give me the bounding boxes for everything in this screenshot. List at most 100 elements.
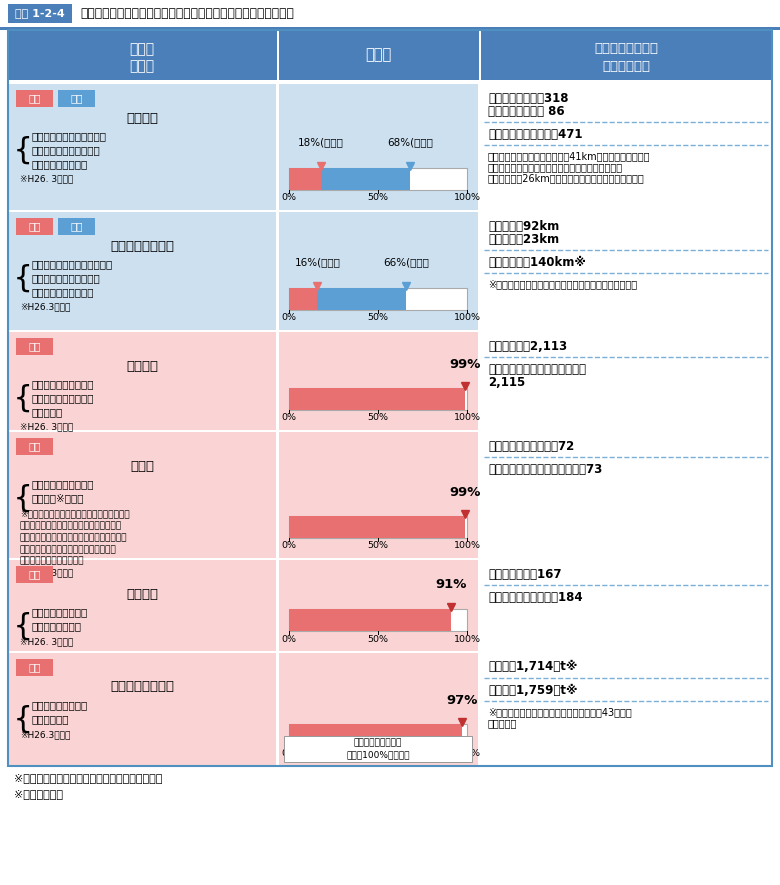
Bar (0, 27, 780, 29)
Bar (16, 566, 53, 582)
Text: 0%: 0% (282, 413, 296, 422)
Text: {: { (14, 612, 33, 641)
Text: ※青森県〜千葉県における延長（避難指示区域を含む）: ※青森県〜千葉県における延長（避難指示区域を含む） (488, 279, 637, 289)
Bar (8, 329, 772, 332)
Text: 着工: 着工 (70, 221, 83, 231)
Text: ※H26.3末時点: ※H26.3末時点 (20, 730, 70, 740)
Text: 海岸防災林の再生: 海岸防災林の再生 (110, 240, 174, 252)
Bar (480, 650, 772, 766)
Text: 100%: 100% (453, 750, 480, 758)
Text: 進捗率: 進捗率 (365, 47, 391, 62)
Bar (479, 81, 481, 210)
Bar (16, 437, 53, 455)
Bar (278, 429, 478, 558)
Bar (479, 650, 481, 766)
Text: ※「通常処理に移行した処理場」とは、被災
前と同程度の放流水質まで処理が実施可能
となった処理場である。これらの中には、一
部の水処理施設や汚泥処理施設は未だ本: ※「通常処理に移行した処理場」とは、被災 前と同程度の放流水質まで処理が実施可能… (20, 510, 129, 578)
Bar (480, 558, 772, 650)
Text: 復旧・復興の状況: 復旧・復興の状況 (594, 42, 658, 56)
Text: 完了延長　23km: 完了延長 23km (488, 233, 559, 246)
Bar (58, 218, 95, 235)
Bar (479, 558, 481, 650)
Text: 18%(完了）: 18%(完了） (298, 137, 344, 148)
Bar (277, 29, 279, 80)
Bar (289, 388, 467, 410)
Text: 水道施設: 水道施設 (126, 588, 158, 601)
Text: ※H26. 3末時点: ※H26. 3末時点 (20, 422, 73, 432)
Text: ※　福島県の避難指示区域は、原則除いている。: ※ 福島県の避難指示区域は、原則除いている。 (14, 773, 162, 783)
Bar (317, 288, 406, 310)
Text: 完了: 完了 (28, 569, 41, 579)
Text: 16%(完了）: 16%(完了） (295, 258, 340, 267)
Bar (480, 329, 772, 429)
Text: ※H26. 3末時点: ※H26. 3末時点 (20, 637, 73, 647)
Bar (289, 724, 462, 745)
Text: 本格復旧が完了した
水道事業数の割合: 本格復旧が完了した 水道事業数の割合 (32, 607, 88, 632)
Bar (277, 429, 279, 558)
Text: 0%: 0% (282, 542, 296, 550)
Text: 災害査定実施事業数　184: 災害査定実施事業数 184 (488, 590, 583, 604)
Bar (16, 658, 53, 675)
Bar (8, 429, 772, 432)
Text: を支える上で不可欠な仙台空港及び下水処理場の前: を支える上で不可欠な仙台空港及び下水処理場の前 (488, 162, 623, 172)
Bar (58, 89, 95, 106)
Text: 着工延長　92km: 着工延長 92km (488, 219, 559, 233)
Text: 91%: 91% (435, 579, 466, 591)
Bar (278, 210, 478, 329)
Bar (289, 388, 465, 410)
Text: 50%: 50% (367, 542, 388, 550)
Text: 97%: 97% (446, 694, 477, 706)
Text: 0%: 0% (282, 635, 296, 643)
Text: 100%: 100% (453, 194, 480, 203)
Bar (289, 609, 451, 630)
Text: 50%: 50% (367, 313, 388, 322)
Bar (278, 329, 478, 429)
Text: 完了: 完了 (28, 662, 41, 672)
Text: {: { (14, 135, 33, 165)
Text: 災害廃棄物の処理が
完了した割合: 災害廃棄物の処理が 完了した割合 (32, 701, 88, 725)
Bar (289, 288, 467, 310)
Text: 被災地域の安全を確保するための各種インフラの復旧・復興状況: 被災地域の安全を確保するための各種インフラの復旧・復興状況 (80, 7, 294, 20)
Bar (277, 81, 279, 210)
Bar (8, 210, 772, 212)
Bar (8, 558, 772, 559)
Bar (8, 4, 72, 23)
Text: ※H26. 3末時点: ※H26. 3末時点 (20, 174, 73, 183)
Bar (278, 81, 478, 210)
Text: 68%(着工）: 68%(着工） (387, 137, 433, 148)
Text: 完了: 完了 (28, 221, 41, 231)
Bar (479, 210, 481, 329)
Bar (8, 81, 276, 210)
Bar (8, 81, 772, 83)
Text: 通常処理に移行した下
水処理場※の割合: 通常処理に移行した下 水処理場※の割合 (32, 480, 94, 504)
Text: 99%: 99% (449, 358, 481, 371)
Text: 被災延長　約140km※: 被災延長 約140km※ (488, 256, 586, 269)
Text: 図表 1-2-4: 図表 1-2-4 (15, 9, 65, 19)
Text: {: { (14, 264, 33, 293)
Text: {: { (14, 704, 33, 734)
Text: 0%: 0% (282, 194, 296, 203)
Bar (16, 89, 53, 106)
Text: 50%: 50% (367, 194, 388, 203)
Bar (16, 218, 53, 235)
Bar (8, 29, 772, 80)
Text: ／被害の状況: ／被害の状況 (602, 59, 650, 73)
Text: 本復旧工事が完了した
河川堤防（直轄管理区
間）の割合: 本復旧工事が完了した 河川堤防（直轄管理区 間）の割合 (32, 380, 94, 418)
Text: 完了: 完了 (28, 441, 41, 451)
Bar (278, 650, 478, 766)
Text: 移行済みの処理場数　72: 移行済みの処理場数 72 (488, 440, 574, 452)
Bar (289, 515, 467, 537)
Bar (289, 515, 465, 537)
Bar (278, 558, 478, 650)
Bar (479, 329, 481, 429)
Text: 宮城県及び岩手県は
処理が100%完了した: 宮城県及び岩手県は 処理が100%完了した (346, 738, 410, 759)
Text: 海岸対策: 海岸対策 (126, 112, 158, 125)
Text: 河川対策: 河川対策 (126, 359, 158, 373)
Text: 下水道: 下水道 (130, 459, 154, 473)
Text: 項　目: 項 目 (129, 42, 154, 57)
Bar (289, 167, 321, 189)
Text: 100%: 100% (453, 635, 480, 643)
Text: 100%: 100% (453, 313, 480, 322)
Bar (289, 724, 467, 745)
Text: 災害廃棄物の処理: 災害廃棄物の処理 (110, 681, 174, 694)
Bar (277, 210, 279, 329)
